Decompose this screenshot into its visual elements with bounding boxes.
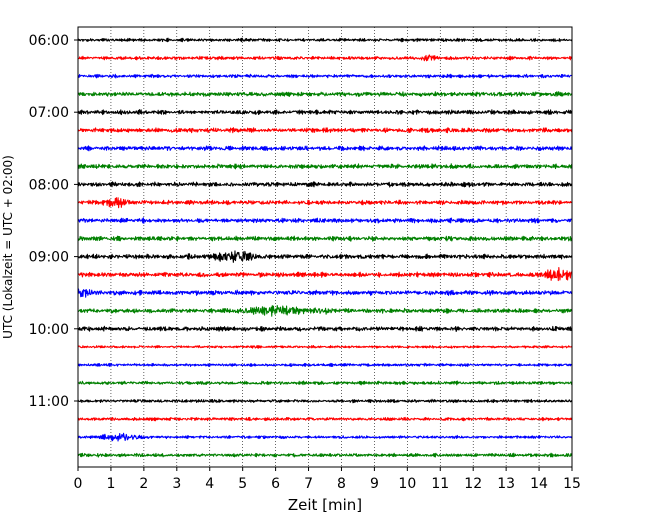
plot-frame bbox=[77, 26, 573, 468]
trace-line-0600 bbox=[77, 37, 573, 43]
trace-line-1130 bbox=[77, 432, 573, 442]
trace-line-1115 bbox=[77, 416, 573, 422]
x-tick-label: 11 bbox=[431, 476, 449, 492]
trace-line-0700 bbox=[77, 109, 573, 116]
trace-line-0915 bbox=[77, 267, 573, 282]
y-tick-label: 06:00 bbox=[29, 33, 69, 49]
x-tick-label: 4 bbox=[205, 476, 214, 492]
x-axis-ticks: 0 1 2 3 4 5 6 7 8 9 10 11 12 13 14 15 bbox=[74, 467, 581, 492]
trace-line-1100 bbox=[77, 398, 573, 404]
trace-line-0715 bbox=[77, 127, 573, 134]
x-tick-label: 12 bbox=[464, 476, 482, 492]
x-tick-label: 9 bbox=[370, 476, 379, 492]
trace-line-1015 bbox=[77, 344, 573, 349]
x-tick-label: 1 bbox=[106, 476, 115, 492]
y-tick-label: 10:00 bbox=[29, 322, 69, 338]
x-tick-label: 6 bbox=[271, 476, 280, 492]
y-axis-label: UTC (Lokalzeit = UTC + 02:00) bbox=[1, 155, 15, 339]
trace-line-0845 bbox=[77, 235, 573, 242]
x-tick-label: 15 bbox=[563, 476, 581, 492]
trace-line-0615 bbox=[77, 54, 573, 62]
y-tick-label: 08:00 bbox=[29, 177, 69, 193]
x-tick-label: 8 bbox=[337, 476, 346, 492]
grid-lines bbox=[110, 27, 540, 467]
trace-line-0815 bbox=[77, 197, 573, 209]
trace-line-0745 bbox=[77, 163, 573, 170]
y-tick-label: 09:00 bbox=[29, 250, 69, 266]
trace-line-0945 bbox=[77, 305, 573, 317]
x-tick-label: 10 bbox=[398, 476, 416, 492]
trace-line-0645 bbox=[77, 91, 573, 97]
trace-line-0730 bbox=[77, 145, 573, 152]
trace-line-0930 bbox=[77, 288, 573, 298]
seismogram-traces bbox=[77, 37, 573, 458]
trace-line-1145 bbox=[77, 452, 573, 458]
trace-line-0630 bbox=[77, 73, 573, 79]
x-tick-label: 2 bbox=[139, 476, 148, 492]
x-tick-label: 5 bbox=[238, 476, 247, 492]
trace-line-0830 bbox=[77, 217, 573, 224]
x-tick-label: 13 bbox=[497, 476, 515, 492]
x-tick-label: 14 bbox=[530, 476, 548, 492]
y-axis-ticks: 06:00 07:00 08:00 09:00 10:00 11:00 bbox=[29, 33, 78, 410]
x-axis-label: Zeit [min] bbox=[288, 496, 362, 514]
x-tick-label: 3 bbox=[172, 476, 181, 492]
trace-line-0800 bbox=[77, 181, 573, 188]
trace-line-1030 bbox=[77, 362, 573, 368]
y-tick-label: 11:00 bbox=[29, 394, 69, 410]
trace-line-1045 bbox=[77, 380, 573, 386]
x-tick-label: 7 bbox=[304, 476, 313, 492]
trace-line-1000 bbox=[77, 325, 573, 333]
y-tick-label: 07:00 bbox=[29, 105, 69, 121]
x-tick-label: 0 bbox=[74, 476, 83, 492]
trace-line-0900 bbox=[77, 250, 573, 263]
